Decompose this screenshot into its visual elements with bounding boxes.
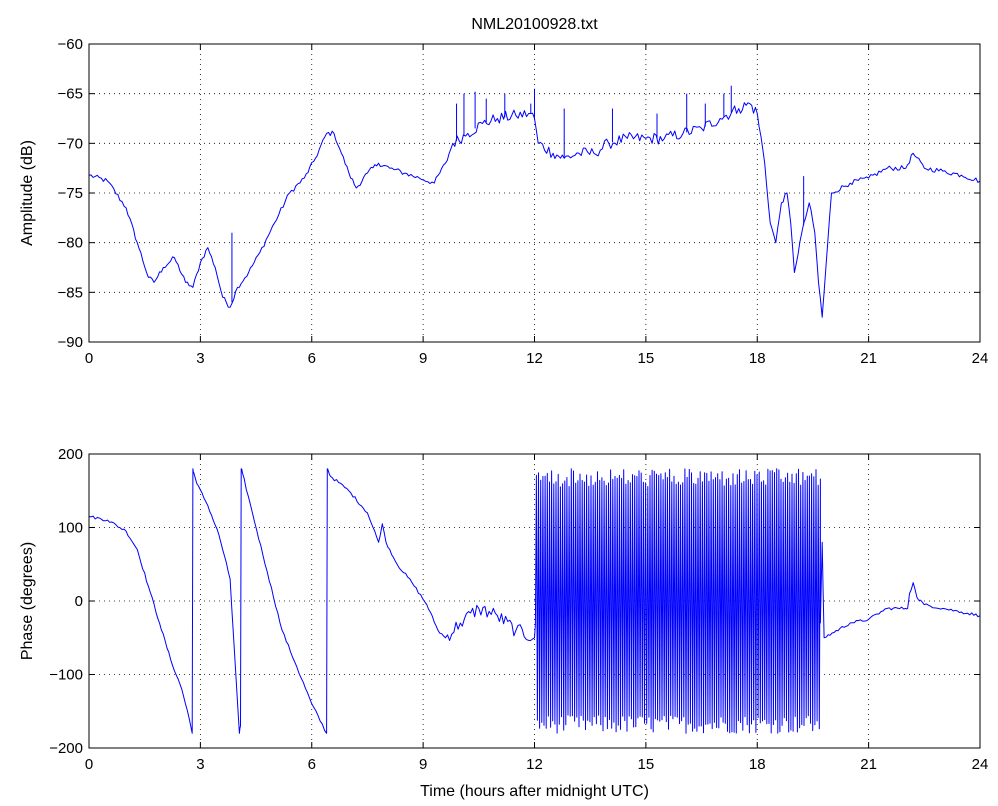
x-tick-label: 12 <box>526 756 543 773</box>
x-tick-label: 24 <box>972 756 989 773</box>
x-tick-label: 24 <box>972 350 989 367</box>
y-tick-label: −75 <box>58 185 83 202</box>
y-tick-label: −200 <box>49 740 83 757</box>
axes-box <box>88 453 981 749</box>
x-tick-label: 21 <box>860 350 877 367</box>
y-tick-label: 200 <box>58 446 83 463</box>
x-tick-label: 0 <box>85 756 93 773</box>
x-tick-label: 21 <box>860 756 877 773</box>
y-axis-label: Phase (degrees) <box>19 542 36 660</box>
y-tick-label: 0 <box>75 593 83 610</box>
phase-series-line <box>88 468 981 734</box>
y-tick-label: −65 <box>58 86 83 103</box>
x-tick-label: 18 <box>749 350 766 367</box>
phase-panel: 0 3 6 9 12 15 18 21 24 200 100 0 −100 −200 Time (hours… <box>19 446 988 800</box>
axes-box <box>88 43 981 343</box>
amplitude-panel: 0 3 6 9 12 15 18 21 24 −60 −65 −70 −75 −80 −85 −90 NML20… <box>19 16 988 367</box>
y-tick-label: −100 <box>49 667 83 684</box>
y-axis-label: Amplitude (dB) <box>19 140 36 246</box>
y-tick-label: 100 <box>58 520 83 537</box>
x-tick-label: 6 <box>308 350 316 367</box>
y-tick-label: −60 <box>58 36 83 53</box>
x-tick-label: 18 <box>749 756 766 773</box>
chart-title: NML20100928.txt <box>471 16 598 33</box>
x-axis-label: Time (hours after midnight UTC) <box>420 783 649 800</box>
x-tick-label: 3 <box>196 756 204 773</box>
y-tick-label: −85 <box>58 284 83 301</box>
x-tick-label: 15 <box>638 756 655 773</box>
x-tick-label: 9 <box>419 350 427 367</box>
x-tick-label: 15 <box>638 350 655 367</box>
x-tick-label: 0 <box>85 350 93 367</box>
x-tick-label: 12 <box>526 350 543 367</box>
x-tick-label: 6 <box>308 756 316 773</box>
y-tick-label: −90 <box>58 334 83 351</box>
y-tick-label: −80 <box>58 235 83 252</box>
x-tick-label: 3 <box>196 350 204 367</box>
y-tick-label: −70 <box>58 135 83 152</box>
x-tick-label: 9 <box>419 756 427 773</box>
